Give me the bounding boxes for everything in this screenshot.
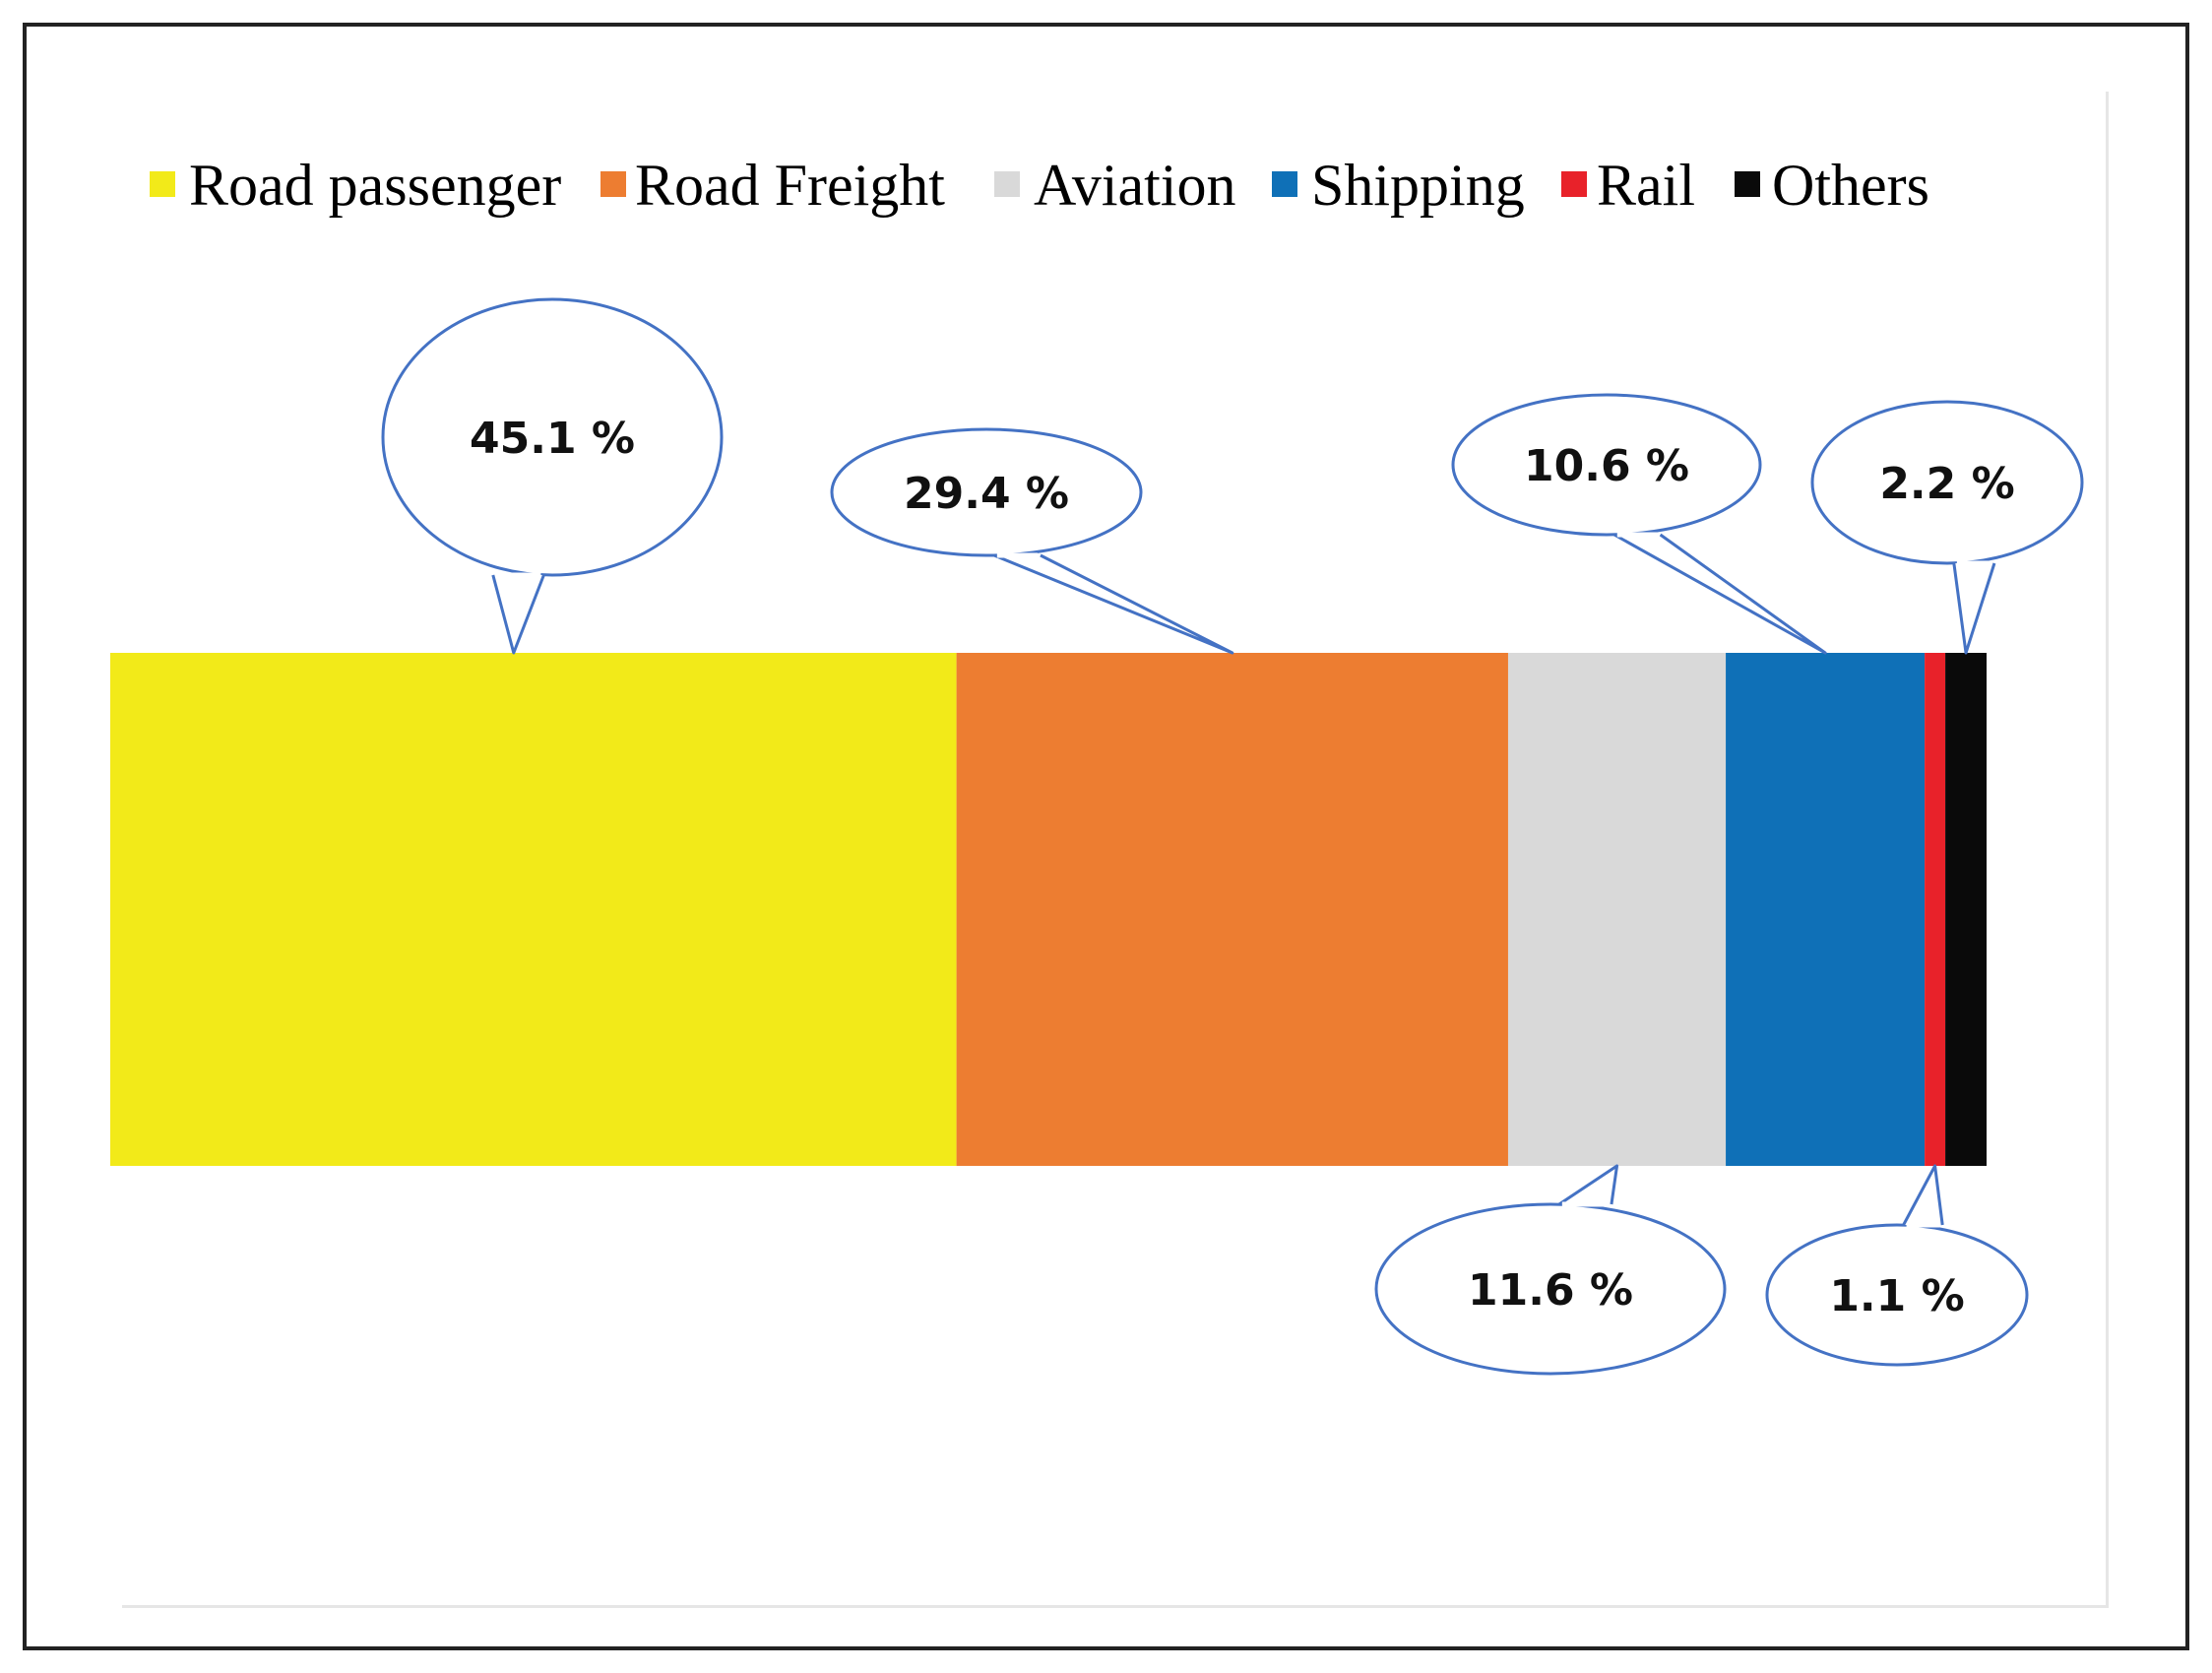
callout-pointer xyxy=(1952,562,1996,655)
callout-shipping: 10.6 % xyxy=(1451,393,1827,655)
legend-label-rail: Rail xyxy=(1597,153,1695,218)
callout-pointer xyxy=(1558,1164,1619,1206)
data-label-shipping: 10.6 % xyxy=(1524,441,1689,491)
callout-pointer xyxy=(1902,1164,1944,1226)
legend-label-others: Others xyxy=(1772,153,1929,218)
legend-label-road-passenger: Road passenger xyxy=(189,153,561,218)
data-label-road-passenger: 45.1 % xyxy=(470,414,635,464)
callout-bubble xyxy=(1810,400,2084,565)
callout-bubble xyxy=(1374,1202,1727,1376)
legend-swatch-rail xyxy=(1561,171,1587,197)
data-label-aviation: 11.6 % xyxy=(1468,1265,1633,1316)
callout-pointer xyxy=(1613,533,1827,655)
callout-bubble xyxy=(1765,1223,2029,1367)
legend: Road passenger Road Freight Aviation Shippi… xyxy=(150,153,1929,218)
legend-swatch-road-freight xyxy=(600,171,626,197)
callout-aviation: 11.6 % xyxy=(1374,1164,1727,1376)
callout-road-passenger: 45.1 % xyxy=(381,297,724,655)
bar-segment-road-passenger xyxy=(110,653,957,1166)
stacked-bar xyxy=(110,653,1987,1166)
legend-swatch-aviation xyxy=(994,171,1020,197)
callout-rail: 1.1 % xyxy=(1765,1164,2029,1367)
callout-pointer xyxy=(491,574,545,655)
data-label-road-freight: 29.4 % xyxy=(904,469,1069,519)
legend-swatch-shipping xyxy=(1272,171,1297,197)
bar-segment-shipping xyxy=(1726,653,1926,1166)
bar-segment-road-freight xyxy=(956,653,1508,1166)
legend-label-road-freight: Road Freight xyxy=(635,153,945,218)
data-label-others: 2.2 % xyxy=(1879,459,2014,509)
legend-label-aviation: Aviation xyxy=(1034,153,1236,218)
callout-bubble xyxy=(830,427,1143,557)
callout-road-freight: 29.4 % xyxy=(830,427,1234,655)
legend-swatch-others xyxy=(1735,171,1760,197)
legend-swatch-road-passenger xyxy=(150,171,175,197)
callout-pointer xyxy=(993,553,1234,655)
callout-bubble xyxy=(1451,393,1762,537)
callout-bubble xyxy=(381,297,724,577)
callout-others: 2.2 % xyxy=(1810,400,2084,655)
legend-label-shipping: Shipping xyxy=(1311,153,1525,218)
bar-segment-others xyxy=(1945,653,1987,1166)
data-label-callouts: 45.1 % 29.4 % 11.6 % 10.6 % 1.1 % 2.2 % xyxy=(381,297,2084,1376)
bar-segment-aviation xyxy=(1507,653,1727,1166)
bar-segment-rail xyxy=(1925,653,1946,1166)
data-label-rail: 1.1 % xyxy=(1829,1271,1964,1321)
